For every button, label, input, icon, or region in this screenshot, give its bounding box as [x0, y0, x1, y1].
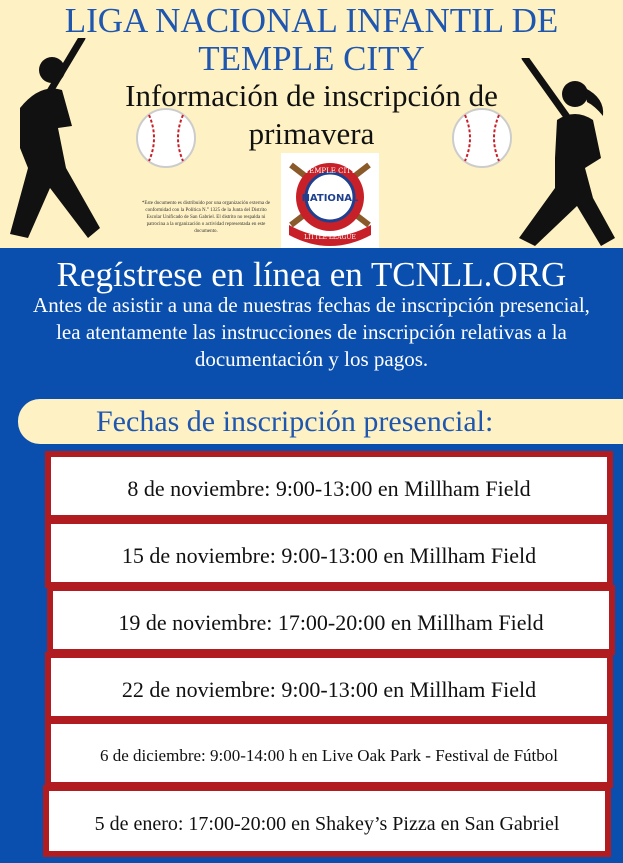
title-line-2: TEMPLE CITY	[198, 39, 425, 78]
date-item: 15 de noviembre: 9:00-13:00 en Millham F…	[45, 518, 613, 588]
batter-silhouette-right-icon	[519, 58, 615, 246]
date-item: 8 de noviembre: 9:00-13:00 en Millham Fi…	[45, 451, 613, 521]
subtitle-line-2: primavera	[248, 116, 375, 151]
baseball-right-icon	[452, 108, 512, 168]
date-item: 5 de enero: 17:00-20:00 en Shakey’s Pizz…	[43, 785, 611, 857]
register-instructions: Antes de asistir a una de nuestras fecha…	[33, 293, 590, 371]
little-league-logo: TEMPLE CITY NATIONAL LITTLE LEAGUE	[281, 153, 379, 248]
date-item: 19 de noviembre: 17:00-20:00 en Millham …	[47, 585, 615, 655]
dates-heading: Fechas de inscripción presencial:	[18, 399, 623, 444]
date-item: 6 de diciembre: 9:00-14:00 h en Live Oak…	[45, 718, 613, 788]
svg-text:NATIONAL: NATIONAL	[302, 193, 359, 204]
batter-silhouette-left-icon	[10, 38, 100, 238]
disclaimer-text: *Este documento es distribuido por una o…	[141, 201, 271, 234]
title-line-1: LIGA NACIONAL INFANTIL DE	[64, 1, 559, 40]
register-online-heading: Regístrese en línea en TCNLL.ORG	[56, 255, 567, 294]
svg-text:TEMPLE CITY: TEMPLE CITY	[304, 167, 355, 175]
baseball-left-icon	[136, 108, 196, 168]
svg-text:LITTLE LEAGUE: LITTLE LEAGUE	[304, 234, 356, 241]
date-item: 22 de noviembre: 9:00-13:00 en Millham F…	[45, 652, 613, 722]
subtitle-line-1: Información de inscripción de	[125, 78, 498, 113]
